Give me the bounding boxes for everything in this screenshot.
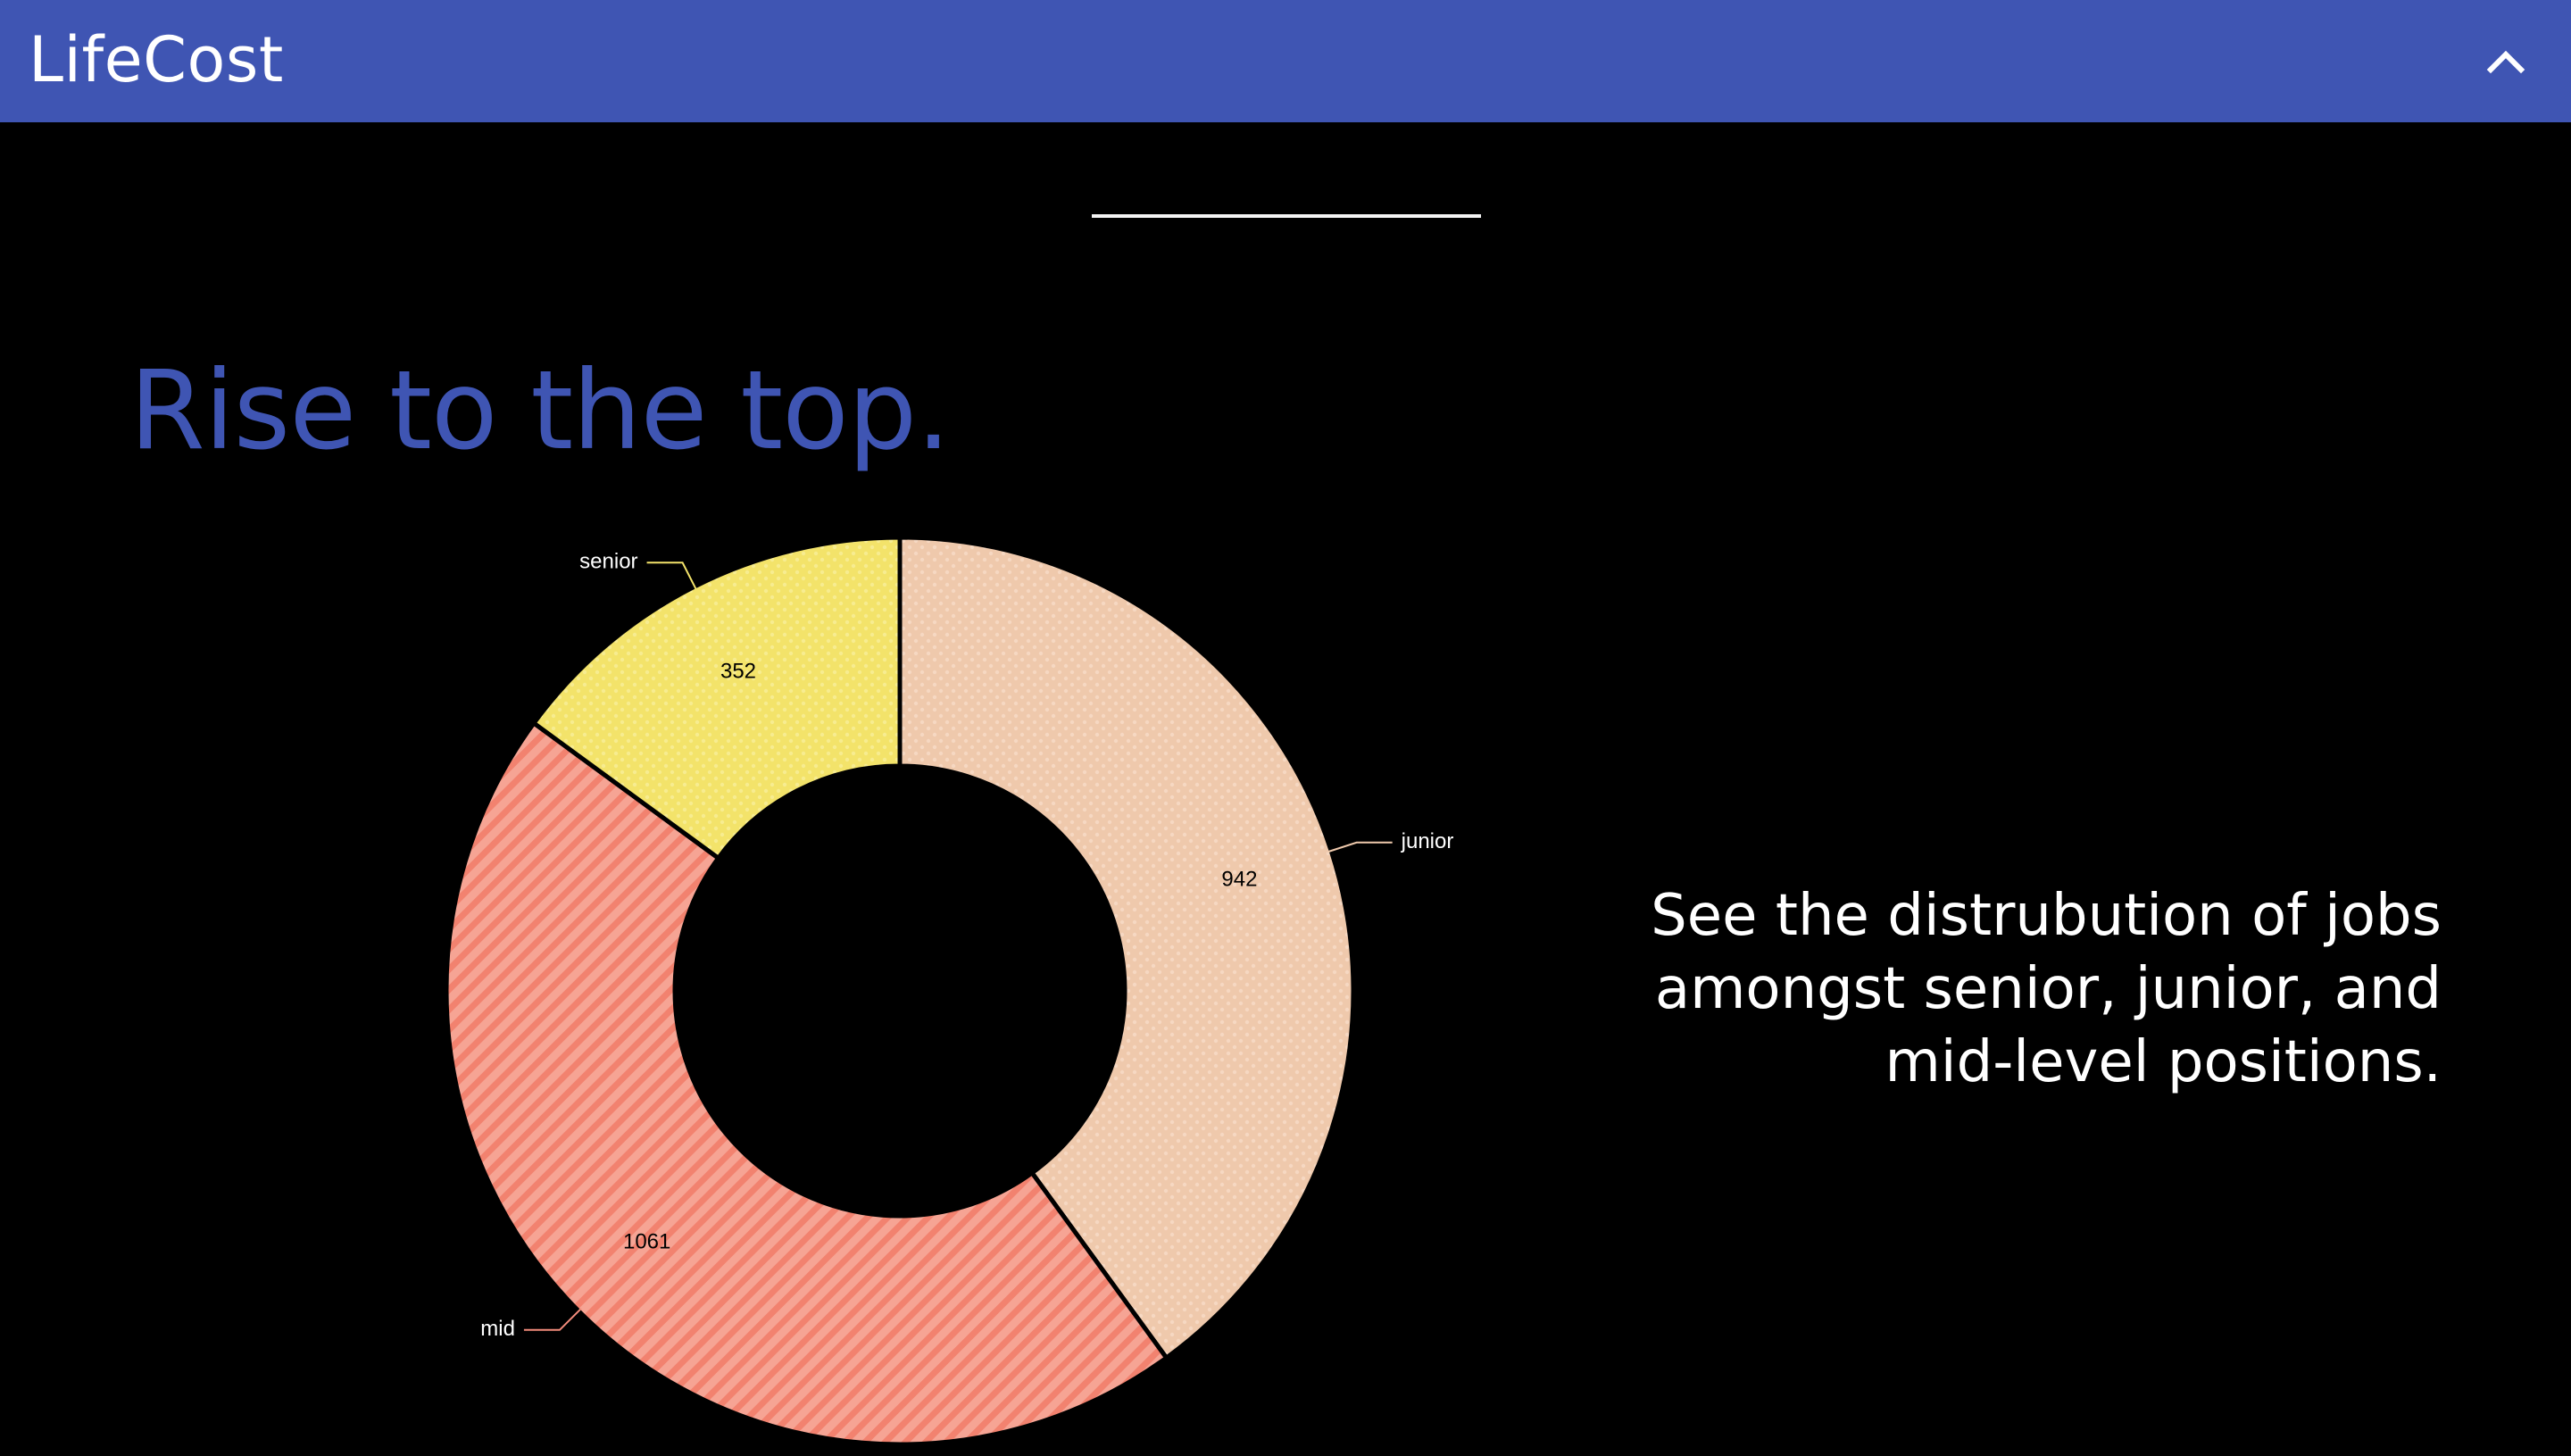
category-label-senior: senior xyxy=(579,550,637,574)
value-label-junior: 942 xyxy=(1221,868,1257,892)
chart-svg: 942 junior 1061 mid 352 senior xyxy=(444,535,1454,1447)
category-label-mid: mid xyxy=(480,1317,515,1341)
chevron-up-icon xyxy=(2486,50,2525,74)
app-title: LifeCost xyxy=(29,23,284,96)
leader-line-senior xyxy=(646,562,697,591)
value-label-senior: 352 xyxy=(720,660,756,684)
slice-senior[interactable] xyxy=(530,535,903,861)
category-label-junior: junior xyxy=(1401,829,1454,853)
donut-chart: 942 junior 1061 mid 352 senior xyxy=(444,535,1454,1447)
slice-junior[interactable] xyxy=(897,535,1356,1361)
slice-mid[interactable] xyxy=(444,720,1170,1447)
value-label-mid: 1061 xyxy=(623,1230,670,1254)
collapse-button[interactable] xyxy=(2475,30,2537,93)
section-headline: Rise to the top. xyxy=(129,347,951,474)
leader-line-junior xyxy=(1327,841,1393,853)
app-bar: LifeCost xyxy=(0,0,2571,122)
section-divider xyxy=(1092,214,1481,218)
leader-line-mid xyxy=(523,1308,582,1331)
chart-description: See the distrubution of jobs amongst sen… xyxy=(1651,883,2442,1095)
